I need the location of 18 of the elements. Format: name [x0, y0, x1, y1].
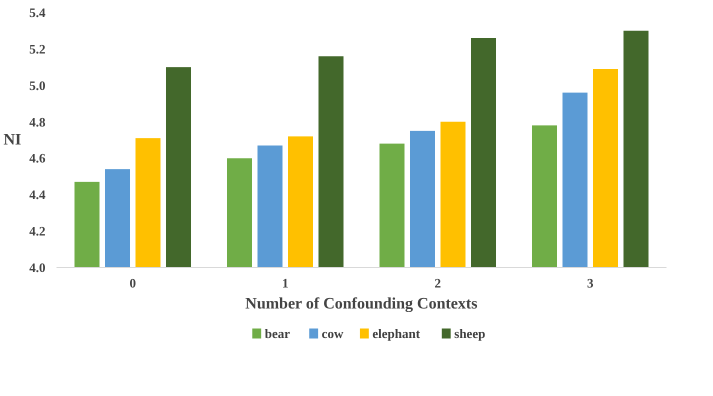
y-tick-label: 4.2: [29, 224, 46, 239]
y-tick-label: 4.8: [29, 114, 46, 130]
x-axis-title: Number of Confounding Contexts: [245, 296, 478, 312]
y-tick-label: 4.0: [29, 260, 46, 275]
x-tick-label: 3: [587, 276, 594, 290]
y-tick-label: 5.0: [29, 78, 46, 93]
legend-label: elephant: [372, 326, 421, 341]
x-tick-label: 2: [434, 276, 441, 290]
legend-label: cow: [322, 326, 344, 341]
y-axis-title: NI: [3, 132, 22, 148]
y-tick-label: 5.2: [29, 41, 46, 56]
y-tick-label: 4.6: [29, 150, 46, 166]
y-tick-label: 5.4: [29, 5, 46, 20]
legend-label: bear: [264, 326, 290, 341]
y-tick-label: 4.4: [29, 187, 46, 202]
x-tick-label: 0: [130, 276, 136, 290]
legend-label: sheep: [454, 326, 486, 341]
x-tick-label: 1: [282, 276, 288, 290]
